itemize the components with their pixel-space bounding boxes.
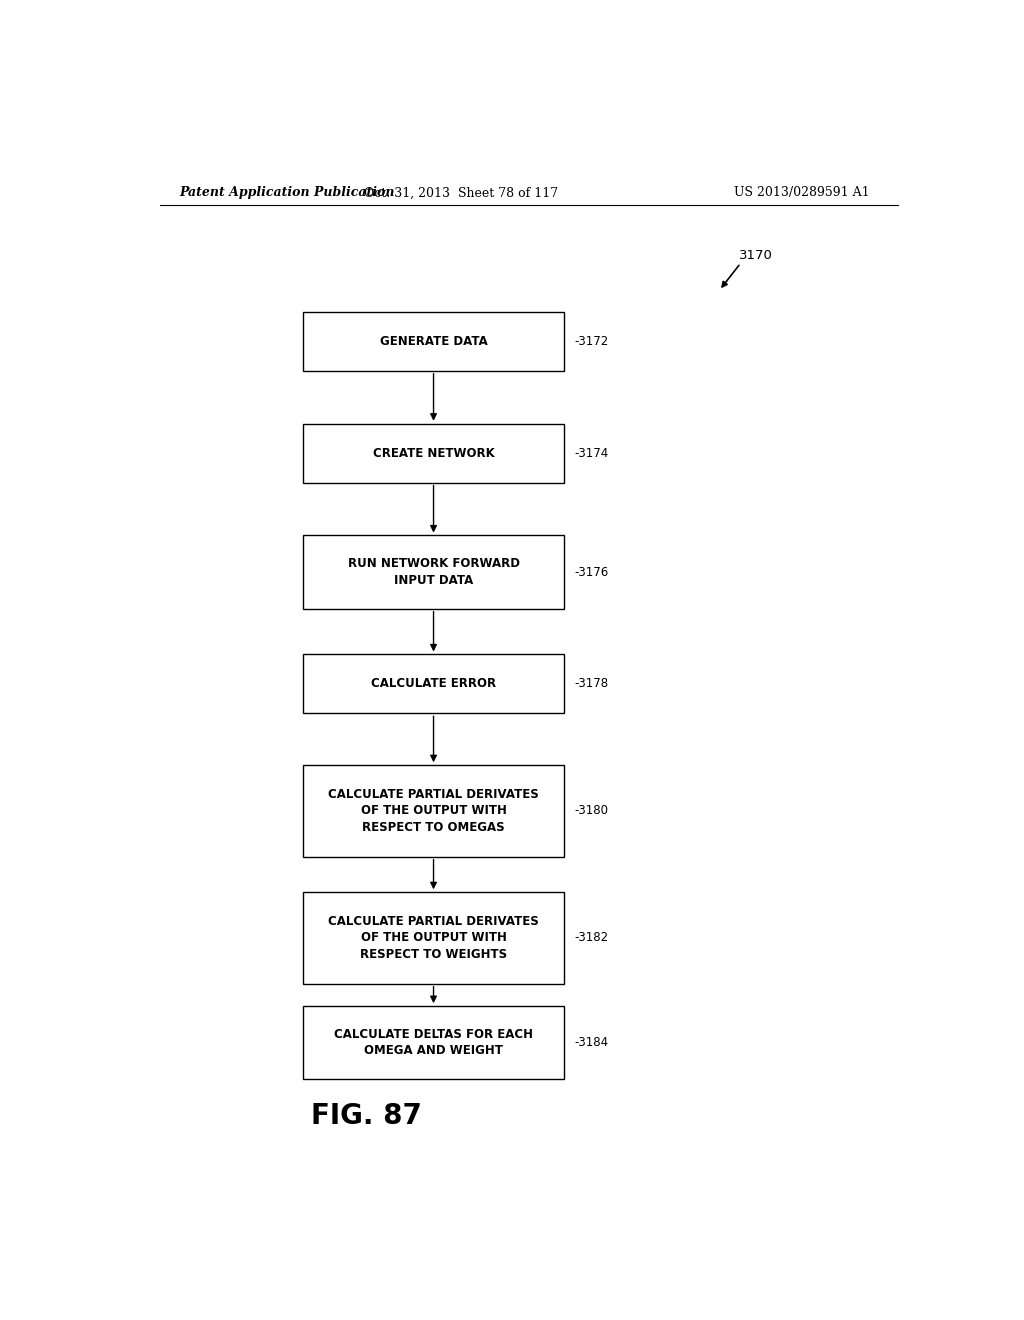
Text: CREATE NETWORK: CREATE NETWORK (373, 446, 495, 459)
Text: GENERATE DATA: GENERATE DATA (380, 335, 487, 348)
FancyBboxPatch shape (303, 536, 564, 609)
Text: RUN NETWORK FORWARD
INPUT DATA: RUN NETWORK FORWARD INPUT DATA (347, 557, 519, 587)
Text: -3178: -3178 (574, 677, 608, 690)
Text: FIG. 87: FIG. 87 (310, 1102, 422, 1130)
FancyBboxPatch shape (303, 1006, 564, 1080)
Text: CALCULATE PARTIAL DERIVATES
OF THE OUTPUT WITH
RESPECT TO OMEGAS: CALCULATE PARTIAL DERIVATES OF THE OUTPU… (328, 788, 539, 834)
Text: -3184: -3184 (574, 1036, 608, 1049)
Text: Patent Application Publication: Patent Application Publication (179, 186, 395, 199)
Text: US 2013/0289591 A1: US 2013/0289591 A1 (734, 186, 870, 199)
Text: CALCULATE ERROR: CALCULATE ERROR (371, 677, 496, 690)
Text: -3176: -3176 (574, 565, 608, 578)
Text: -3172: -3172 (574, 335, 608, 348)
FancyBboxPatch shape (303, 312, 564, 371)
FancyBboxPatch shape (303, 424, 564, 483)
Text: Oct. 31, 2013  Sheet 78 of 117: Oct. 31, 2013 Sheet 78 of 117 (365, 186, 558, 199)
FancyBboxPatch shape (303, 892, 564, 983)
Text: -3182: -3182 (574, 932, 608, 945)
Text: -3174: -3174 (574, 446, 608, 459)
Text: -3180: -3180 (574, 804, 608, 817)
Text: 3170: 3170 (739, 249, 773, 263)
FancyBboxPatch shape (303, 766, 564, 857)
Text: CALCULATE PARTIAL DERIVATES
OF THE OUTPUT WITH
RESPECT TO WEIGHTS: CALCULATE PARTIAL DERIVATES OF THE OUTPU… (328, 915, 539, 961)
FancyBboxPatch shape (303, 655, 564, 713)
Text: CALCULATE DELTAS FOR EACH
OMEGA AND WEIGHT: CALCULATE DELTAS FOR EACH OMEGA AND WEIG… (334, 1028, 534, 1057)
